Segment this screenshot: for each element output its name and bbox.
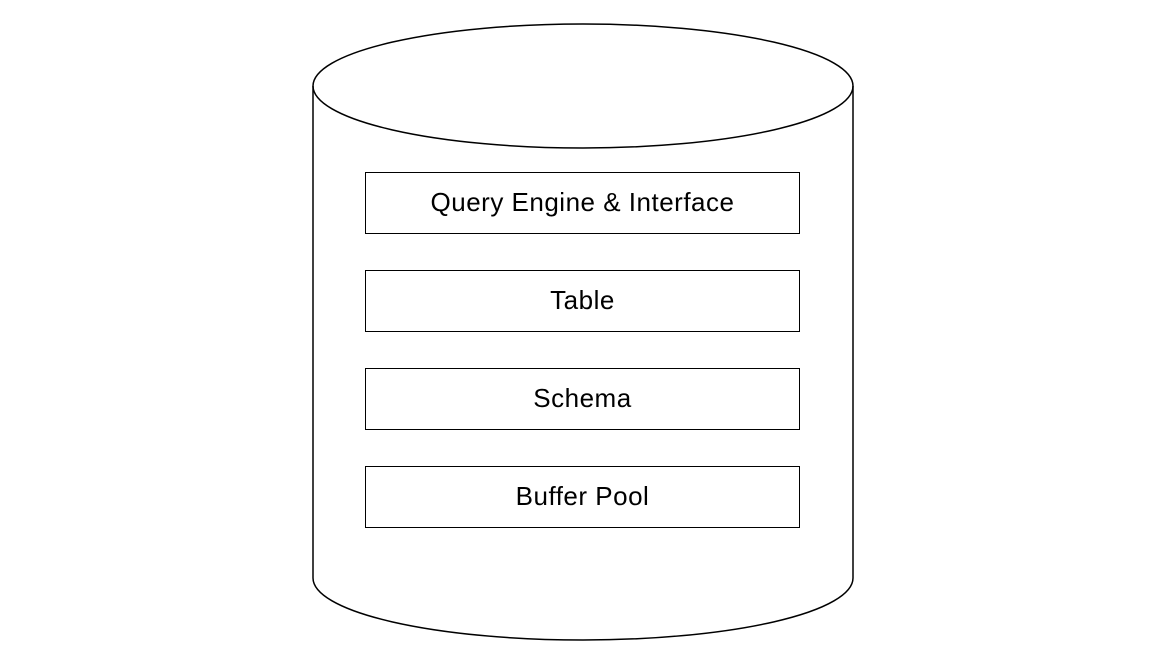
layer-label: Table <box>550 285 615 316</box>
layer-label: Query Engine & Interface <box>431 187 735 218</box>
database-cylinder-diagram: Query Engine & Interface Table Schema Bu… <box>310 22 855 642</box>
layer-schema: Schema <box>365 368 800 430</box>
layer-buffer-pool: Buffer Pool <box>365 466 800 528</box>
layer-table: Table <box>365 270 800 332</box>
layer-label: Buffer Pool <box>516 481 650 512</box>
layer-query-engine: Query Engine & Interface <box>365 172 800 234</box>
layer-label: Schema <box>533 383 631 414</box>
layer-stack: Query Engine & Interface Table Schema Bu… <box>365 172 800 528</box>
